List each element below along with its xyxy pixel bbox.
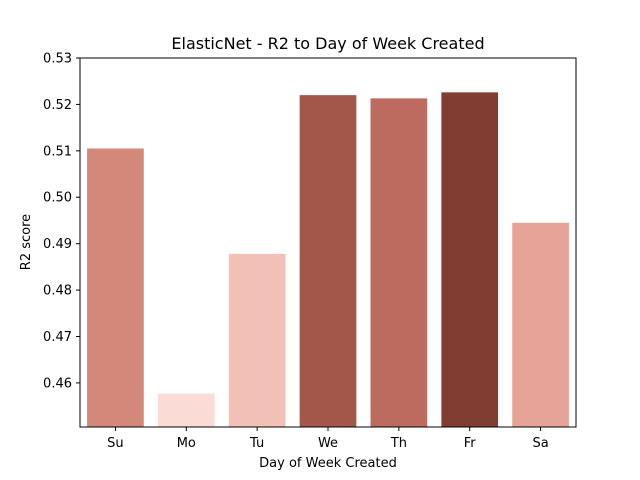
- x-tick-label: Sa: [532, 436, 548, 451]
- y-tick-label: 0.49: [43, 237, 72, 252]
- plot-area: [87, 92, 569, 427]
- bar-su: [87, 148, 144, 427]
- y-tick-label: 0.47: [43, 330, 72, 345]
- y-tick-label: 0.52: [43, 98, 72, 113]
- y-tick-label: 0.50: [43, 191, 72, 206]
- bar-th: [370, 98, 428, 427]
- x-tick-label: Fr: [464, 436, 477, 451]
- bar-mo: [157, 393, 215, 427]
- chart-title: ElasticNet - R2 to Day of Week Created: [171, 34, 484, 53]
- bar-we: [299, 95, 357, 427]
- bar-tu: [228, 253, 286, 427]
- bar-fr: [441, 92, 499, 427]
- bar-sa: [512, 222, 569, 427]
- y-tick-label: 0.51: [43, 144, 72, 159]
- x-tick-label: Su: [107, 436, 124, 451]
- x-tick-label: We: [318, 436, 338, 451]
- y-tick-label: 0.48: [43, 284, 72, 299]
- y-axis-label: R2 score: [19, 214, 34, 270]
- x-tick-label: Th: [390, 436, 407, 451]
- x-tick-label: Mo: [177, 436, 196, 451]
- y-tick-label: 0.53: [43, 52, 72, 67]
- x-axis-label: Day of Week Created: [259, 456, 397, 471]
- y-tick-label: 0.46: [43, 376, 72, 391]
- x-tick-label: Tu: [249, 436, 264, 451]
